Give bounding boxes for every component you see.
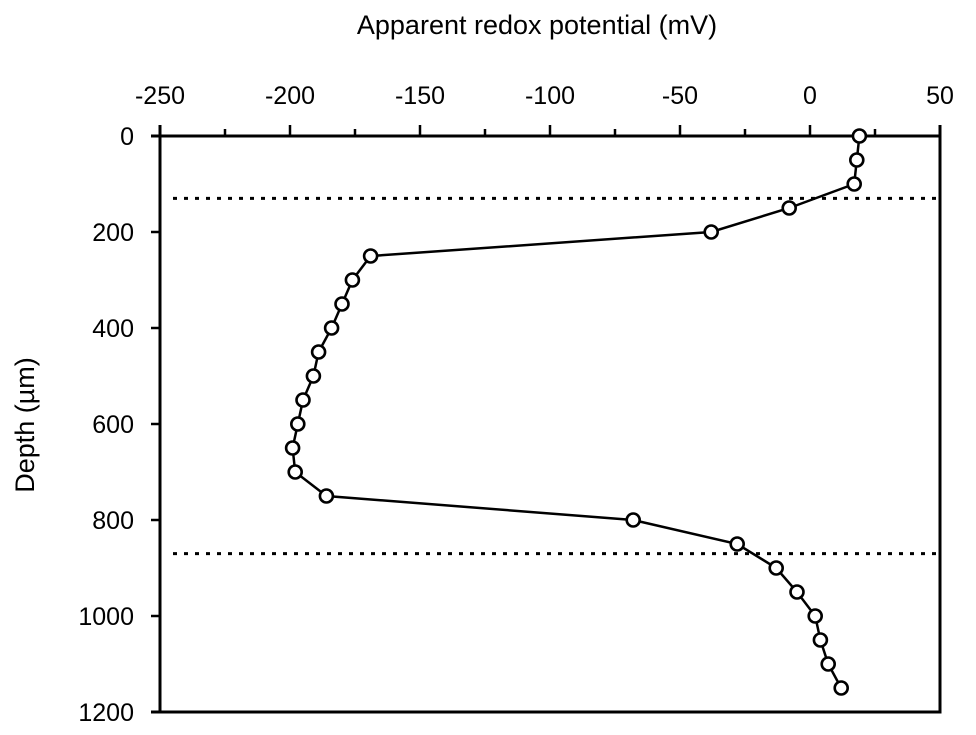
data-point-marker: [729, 536, 746, 552]
data-point-marker: [848, 152, 865, 168]
data-point-marker: [768, 560, 785, 576]
y-tick-label: 600: [92, 411, 134, 439]
x-tick-label: 50: [926, 82, 954, 110]
x-tick-label: 0: [803, 82, 817, 110]
x-tick-labels: -250 -200 -150 -100 -50 0 50: [135, 82, 954, 110]
data-point-marker: [287, 464, 304, 480]
data-point-marker: [833, 680, 850, 696]
data-point-marker: [703, 224, 720, 240]
data-point-marker: [295, 392, 311, 408]
data-point-marker: [781, 200, 798, 216]
y-tick-label: 400: [92, 315, 134, 343]
data-series: [284, 128, 868, 696]
data-point-marker: [851, 128, 868, 144]
data-point-marker: [812, 632, 829, 648]
x-tick-label: -200: [265, 82, 315, 110]
y-tick-label: 200: [92, 219, 134, 247]
data-point-marker: [344, 272, 361, 288]
data-point-marker: [334, 296, 350, 312]
x-tick-label: -100: [525, 82, 575, 110]
data-point-marker: [323, 320, 340, 336]
data-point-marker: [789, 584, 805, 600]
data-point-marker: [362, 248, 379, 264]
x-tick-label: -150: [395, 82, 445, 110]
y-axis-title: Depth (µm): [10, 357, 40, 493]
y-tick-label: 1000: [78, 603, 134, 631]
y-tick-label: 1200: [78, 699, 134, 727]
series-line: [291, 135, 861, 689]
y-tick-label: 800: [92, 507, 134, 535]
data-point-marker: [289, 416, 306, 432]
data-point-marker: [284, 440, 301, 456]
x-tick-label: -50: [662, 82, 698, 110]
dotted-reference-lines: [173, 196, 936, 556]
x-tick-label: -250: [135, 82, 185, 110]
data-point-marker: [305, 368, 322, 384]
data-point-marker: [318, 488, 335, 504]
data-point-marker: [807, 608, 824, 624]
y-tick-labels: 0 200 400 600 800 1000 1200: [78, 123, 134, 727]
data-point-marker: [625, 512, 642, 528]
plot-frame: [151, 125, 942, 714]
data-point-marker: [820, 656, 837, 672]
x-axis-title: Apparent redox potential (mV): [357, 10, 717, 40]
data-point-marker: [310, 344, 327, 360]
y-tick-label: 0: [120, 123, 134, 151]
data-point-marker: [846, 176, 863, 192]
